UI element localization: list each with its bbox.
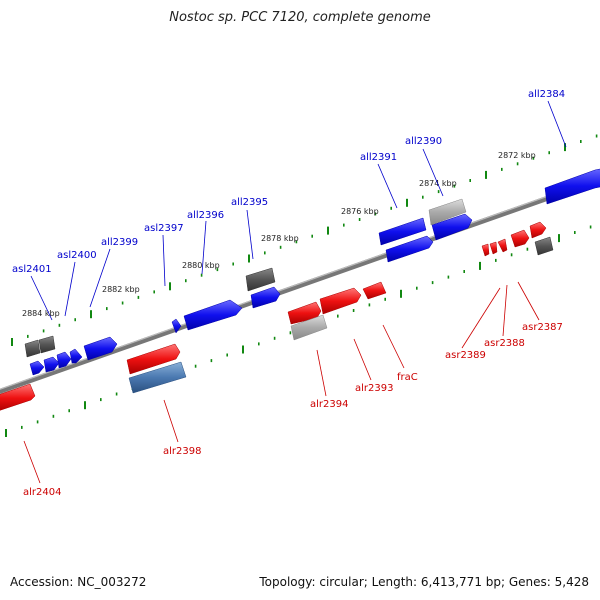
leader-asr2389 <box>461 287 501 349</box>
leader-all2395 <box>246 209 254 260</box>
forward-genes <box>0 221 554 412</box>
leader-all2399 <box>89 248 111 308</box>
label-all2396[interactable]: all2396 <box>187 210 224 221</box>
gene-fraC[interactable] <box>362 281 387 300</box>
gene-all2390[interactable] <box>431 213 473 241</box>
leader-asr2387 <box>517 281 540 321</box>
gene-alr2398[interactable] <box>126 343 181 375</box>
scale-label: 2882 kbp <box>102 285 140 294</box>
gene-alr2393[interactable] <box>319 287 362 315</box>
leader-fraC <box>382 324 405 369</box>
gene-alr2404[interactable] <box>0 383 36 412</box>
leader-all2384 <box>547 100 567 148</box>
genome-backbone <box>0 177 600 394</box>
gene-asr2389c[interactable] <box>481 243 490 257</box>
leader-all2396 <box>201 220 207 275</box>
gene-asl2400a[interactable] <box>69 348 83 364</box>
leader-alr2398 <box>163 399 179 443</box>
gene-asr2388[interactable] <box>510 229 530 248</box>
scale-label: 2872 kbp <box>498 151 536 160</box>
leader-alr2394 <box>316 349 327 397</box>
label-asl2400[interactable]: asl2400 <box>57 250 97 261</box>
leader-asl2397 <box>162 234 166 287</box>
gene-pseudo-2387[interactable] <box>534 236 554 256</box>
gene-small-blue[interactable] <box>29 360 45 376</box>
gene-asr2389b[interactable] <box>489 241 498 255</box>
gene-all2391[interactable] <box>378 217 427 246</box>
gene-asl2401[interactable] <box>43 356 60 373</box>
label-all2399[interactable]: all2399 <box>101 237 138 248</box>
map-title: Nostoc sp. PCC 7120, complete genome <box>169 10 431 25</box>
leader-asl2400 <box>64 261 76 317</box>
gene-all2399[interactable] <box>83 336 118 361</box>
leader-all2390 <box>422 148 444 197</box>
gene-all2396[interactable] <box>183 299 243 331</box>
reverse-gene-labels: all2384 all2390 all2391 all2395 all2396 … <box>12 89 567 321</box>
gene-asl2400b[interactable] <box>56 351 72 369</box>
label-fraC[interactable]: fraC <box>397 372 418 383</box>
gene-asl2397[interactable] <box>171 318 182 334</box>
gene-rna-2394[interactable] <box>290 314 328 341</box>
scale-label: 2878 kbp <box>261 234 299 243</box>
gene-all2391b[interactable] <box>385 235 434 263</box>
label-asl2397[interactable]: asl2397 <box>144 223 184 234</box>
gene-pseudo-2401a[interactable] <box>24 339 41 358</box>
scale-label: 2880 kbp <box>182 261 220 270</box>
gene-pseudo-2395[interactable] <box>245 267 276 292</box>
genome-summary-text: Topology: circular; Length: 6,413,771 bp… <box>259 575 589 589</box>
label-asr2388[interactable]: asr2388 <box>484 338 525 349</box>
leader-alr2393 <box>353 338 372 381</box>
label-asr2387[interactable]: asr2387 <box>522 322 563 333</box>
leader-asl2401 <box>30 275 53 321</box>
label-asr2389[interactable]: asr2389 <box>445 350 486 361</box>
label-all2390[interactable]: all2390 <box>405 136 442 147</box>
label-alr2398[interactable]: alr2398 <box>163 446 201 457</box>
gene-all2395[interactable] <box>250 286 281 309</box>
gene-pseudo-2401b[interactable] <box>38 335 56 354</box>
leader-asr2388 <box>502 284 508 337</box>
forward-gene-labels: asr2387 asr2388 asr2389 fraC alr2393 alr… <box>23 281 563 498</box>
label-all2391[interactable]: all2391 <box>360 152 397 163</box>
gene-asr2387[interactable] <box>529 221 547 239</box>
leader-alr2404 <box>23 440 41 484</box>
scale-label: 2876 kbp <box>341 207 379 216</box>
label-all2395[interactable]: all2395 <box>231 197 268 208</box>
label-asl2401[interactable]: asl2401 <box>12 264 52 275</box>
scale-label: 2884 kbp <box>22 309 60 318</box>
gene-steel-2398[interactable] <box>128 361 187 394</box>
gene-asr2389a[interactable] <box>497 238 508 253</box>
label-alr2393[interactable]: alr2393 <box>355 383 393 394</box>
gene-rna-all2390[interactable] <box>428 198 467 226</box>
accession-text: Accession: NC_003272 <box>10 575 147 589</box>
gene-all2384[interactable] <box>544 168 600 205</box>
label-alr2394[interactable]: alr2394 <box>310 399 348 410</box>
label-alr2404[interactable]: alr2404 <box>23 487 61 498</box>
reverse-genes <box>24 168 600 376</box>
label-all2384[interactable]: all2384 <box>528 89 565 100</box>
leader-all2391 <box>377 163 398 209</box>
